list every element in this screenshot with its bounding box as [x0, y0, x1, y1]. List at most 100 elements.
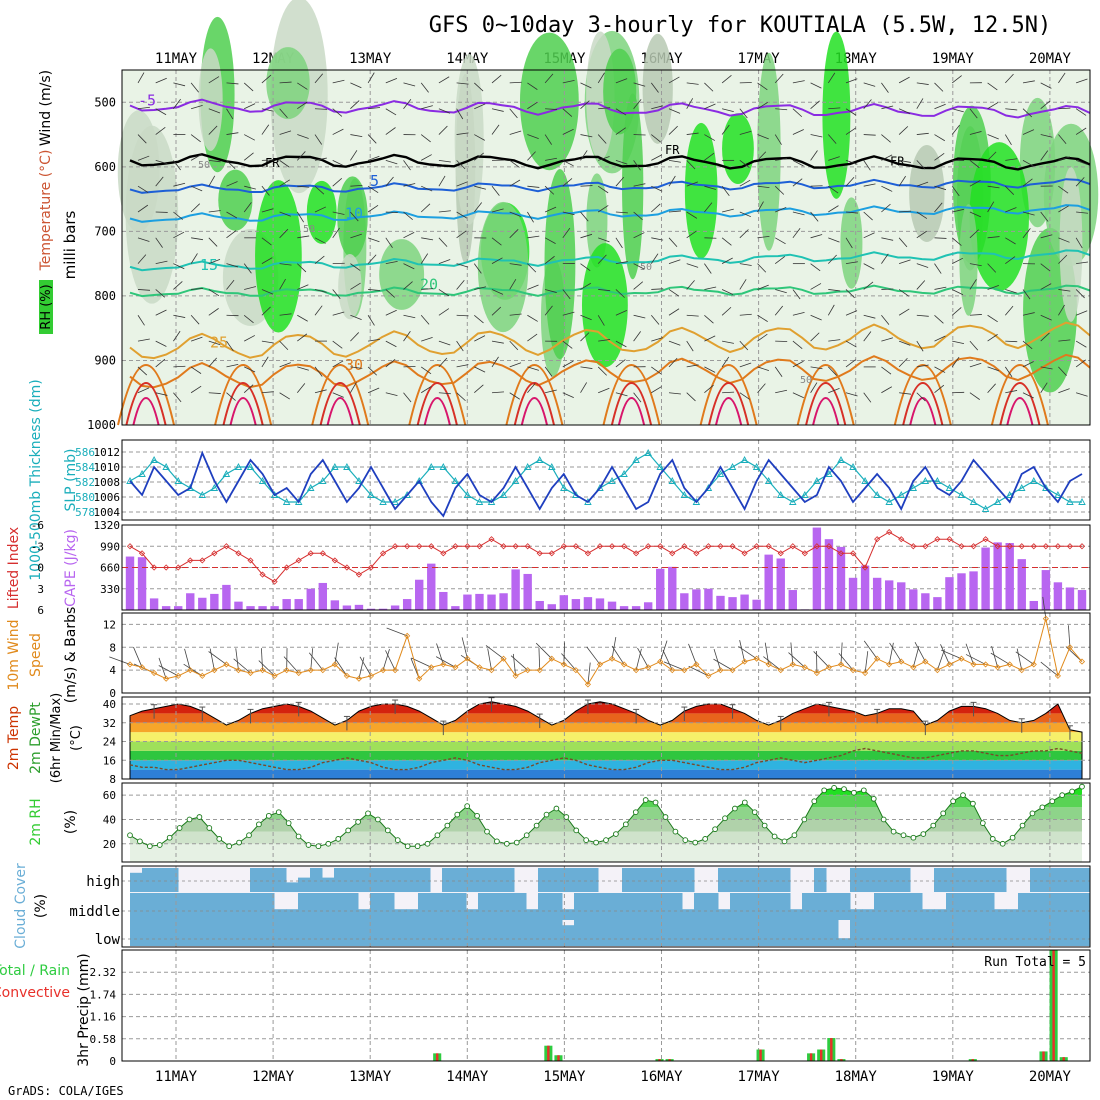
wind-barb [208, 175, 216, 187]
wind-barb [1022, 160, 1034, 167]
cloud-cell [538, 920, 551, 946]
wind-barb [226, 392, 236, 401]
wind-barb [562, 178, 573, 187]
wind-speed-point [886, 661, 893, 668]
rh-point [206, 825, 213, 831]
cloud-cell [802, 920, 815, 946]
wind-barb [863, 99, 872, 109]
wind-barb [881, 337, 894, 342]
rh-point [622, 821, 629, 828]
wind-barb [1040, 314, 1052, 321]
thickness-point [294, 498, 303, 505]
freezing-label: FR [665, 143, 680, 157]
cloud-cell [1030, 868, 1043, 892]
cloud-cell [442, 893, 455, 920]
cloud-cell [430, 920, 443, 946]
cloud-cell [526, 909, 539, 920]
wind-barb [332, 311, 345, 316]
cloud-cell [898, 893, 911, 920]
cloud-cell [994, 868, 1007, 892]
wind-barb [721, 257, 733, 264]
wind-barb [969, 180, 981, 187]
wind-barb [845, 159, 858, 165]
cloud-cell [754, 893, 767, 920]
cloud-cell [862, 920, 875, 946]
wind-barb [283, 656, 300, 674]
cloud-cell [742, 868, 755, 892]
wind-barb [615, 261, 628, 265]
cloud-cell [1078, 868, 1091, 892]
isotherm-line [129, 249, 1091, 272]
rh-point [394, 837, 401, 843]
wind-speed-point [199, 672, 206, 679]
wind-barb [1075, 340, 1087, 348]
rh-point [375, 816, 381, 823]
cloud-cell [490, 920, 503, 946]
rh-point [781, 838, 788, 845]
temp-band [130, 769, 1082, 779]
wind-speed-point [271, 672, 278, 679]
precip-conv-bar [668, 1059, 671, 1061]
rh-contour-label: 50 [640, 262, 652, 273]
slp-thickness-panel: 586101258410105821008580100657810041000-… [28, 379, 1091, 581]
wind-barb [668, 308, 680, 316]
rh-point [880, 816, 887, 823]
cloud-cell [610, 920, 623, 946]
wind-barb [332, 211, 345, 215]
precip-conv-bar [1062, 1057, 1065, 1061]
cape-bar [270, 606, 279, 610]
wind-barb [650, 82, 659, 93]
li-point [825, 543, 833, 550]
wind-barb [314, 305, 323, 316]
wind-barb [190, 253, 198, 264]
panel-frame [121, 69, 1091, 426]
cape-bar [282, 599, 291, 610]
cape-bar [872, 577, 882, 610]
wind-barb [473, 202, 483, 213]
rh-point [841, 786, 847, 792]
wind-barb [1058, 134, 1067, 144]
wind-barb [435, 656, 456, 668]
wind-barb [350, 211, 359, 222]
thickness-tick: 580 [75, 491, 95, 504]
cloud-cell [706, 920, 719, 946]
cloud-cell [262, 868, 275, 892]
li-point [175, 564, 182, 571]
wind-barb [1058, 366, 1067, 376]
wind-barb [580, 382, 588, 393]
wind-speed-point [524, 667, 531, 674]
rh-point [166, 834, 173, 841]
wind-barb [420, 82, 429, 93]
wind-barb [190, 134, 201, 143]
wind-barb [810, 134, 823, 138]
cloud-cell [886, 920, 899, 946]
isotherm-line [129, 98, 1091, 119]
cloud-cell [598, 920, 611, 946]
wind-barb [226, 108, 234, 120]
cloud-cell [394, 909, 407, 920]
wind-barb [456, 364, 469, 368]
wind-barb [474, 384, 484, 394]
wind-barb [1005, 340, 1018, 343]
wind-barb [739, 229, 749, 239]
wind-barb [261, 74, 272, 84]
wind-barb [651, 288, 664, 290]
cloud-cell [562, 909, 575, 920]
cloud-cell [826, 893, 839, 920]
rh2m-axis-label: 2m RH [28, 798, 44, 845]
wind-barb [544, 289, 557, 293]
wind-barb [491, 108, 504, 112]
cloud-row-label: low [95, 932, 121, 948]
wind-barb [243, 82, 254, 92]
wind-barb [1042, 596, 1047, 619]
cloud-cell [1054, 868, 1067, 892]
cloud-cell [886, 893, 899, 920]
wind-barb [562, 108, 573, 117]
cloud-cell [142, 868, 155, 892]
wind-barb [1005, 108, 1018, 111]
wind-barb [722, 391, 735, 394]
wind-barb [580, 185, 593, 187]
wind-barb [491, 124, 500, 135]
cloud-cell [658, 920, 671, 946]
wind-barb [686, 280, 695, 290]
